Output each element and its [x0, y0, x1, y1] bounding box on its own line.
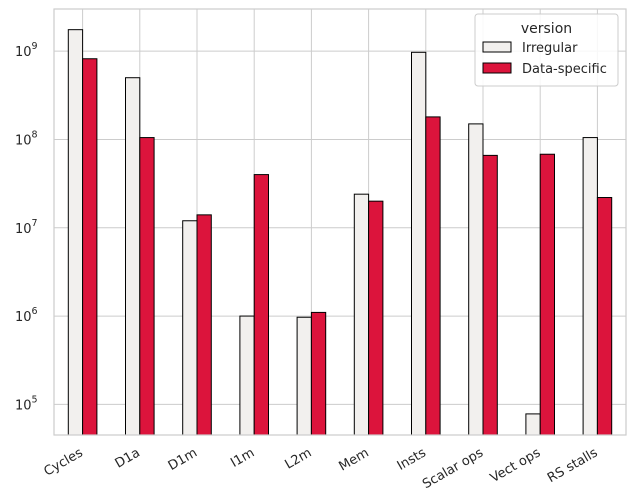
legend: version Irregular Data-specific: [474, 13, 619, 87]
bar-data-specific: [139, 137, 155, 436]
bar-irregular: [525, 413, 541, 436]
bar-irregular: [296, 316, 312, 436]
bar-data-specific: [253, 174, 269, 436]
plot-frame: [53, 8, 627, 436]
x-tick-label: Mem: [336, 445, 371, 474]
x-tick-label: Vect ops: [488, 445, 544, 486]
bar-irregular: [67, 29, 84, 436]
bar-data-specific: [310, 311, 327, 436]
bar-irregular: [582, 137, 598, 436]
y-tick-label: 108: [15, 129, 38, 148]
y-tick-label: 107: [15, 218, 38, 237]
bar-irregular: [353, 193, 370, 436]
bar-data-specific: [482, 154, 498, 436]
bar-irregular: [239, 315, 255, 436]
bar-irregular: [125, 77, 141, 436]
bar-data-specific: [539, 153, 556, 436]
y-tick-label: 105: [15, 394, 38, 413]
bars: [67, 29, 613, 436]
legend-label-data-specific: Data-specific: [522, 62, 607, 77]
x-tick-label: Scalar ops: [420, 445, 486, 492]
y-tick-label: 109: [15, 41, 38, 60]
x-tick-label: RS stalls: [545, 445, 601, 486]
bar-data-specific: [368, 200, 384, 436]
legend-title: version: [521, 21, 572, 37]
legend-swatch-irregular: [482, 41, 512, 53]
x-tick-label: D1m: [166, 445, 200, 473]
bar-irregular: [182, 220, 198, 436]
bar-data-specific: [425, 116, 441, 436]
bar-irregular: [411, 51, 427, 436]
bar-data-specific: [596, 197, 613, 436]
x-tick-label: L2m: [282, 445, 314, 472]
x-tick-label: Insts: [395, 445, 429, 473]
y-tick-label: 106: [15, 306, 38, 325]
x-tick-label: Cycles: [41, 445, 85, 479]
y-axis-ticks: 105 106 107 108 109: [15, 41, 38, 413]
bar-data-specific: [196, 214, 212, 436]
legend-label-irregular: Irregular: [522, 41, 578, 56]
bar-irregular: [468, 123, 484, 436]
legend-swatch-data-specific: [482, 62, 512, 74]
x-tick-label: I1m: [228, 445, 257, 470]
bar-data-specific: [82, 58, 98, 436]
x-tick-label: D1a: [113, 445, 143, 471]
